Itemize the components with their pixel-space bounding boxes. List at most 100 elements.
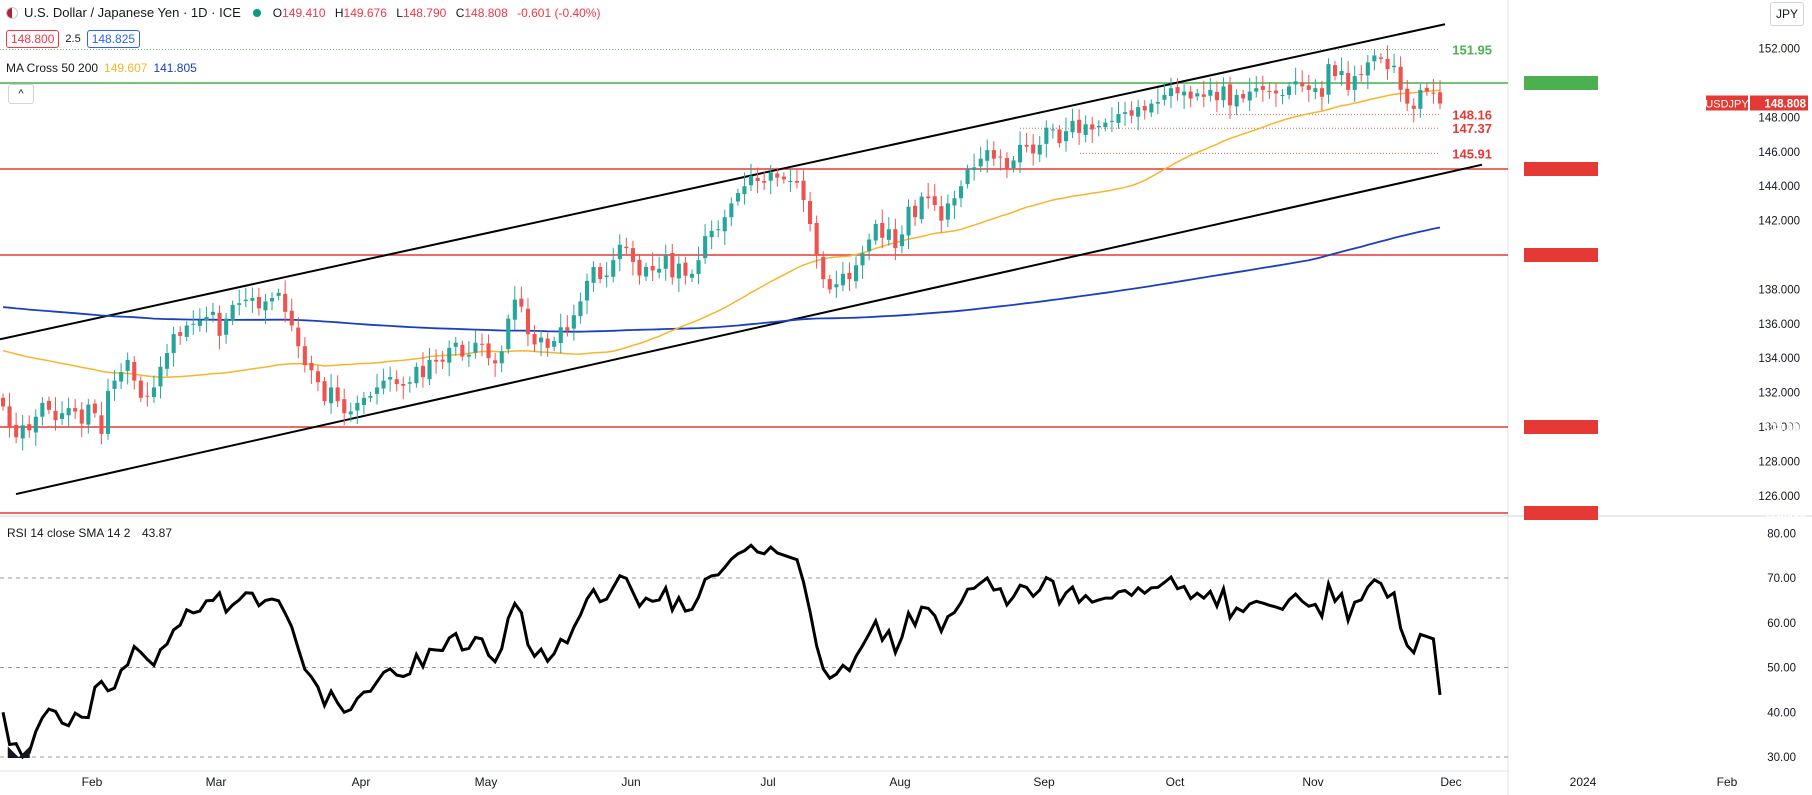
candle-body <box>880 223 885 238</box>
level-badge <box>1524 162 1598 176</box>
close-value: 148.808 <box>464 5 508 20</box>
ask-button[interactable]: 148.825 <box>86 30 141 48</box>
channel-upper-line <box>0 23 1446 341</box>
candle-body <box>637 259 642 276</box>
level-badge-label: 145.000 <box>1764 165 1806 177</box>
candle-body <box>7 406 12 427</box>
candle-body <box>1182 91 1187 96</box>
rsi-legend-value: 43.87 <box>142 526 172 540</box>
candle-body <box>1339 71 1344 76</box>
collapse-legend-button[interactable]: ^ <box>8 84 34 104</box>
symbol-badge-label: USDJPY <box>1705 99 1749 111</box>
candle-body <box>460 344 465 357</box>
candle-body <box>749 175 754 186</box>
candle-body <box>1313 88 1318 92</box>
price-tick: 130.000 <box>1758 422 1800 434</box>
annotation-label-145.91: 145.91 <box>1452 146 1492 161</box>
candle-body <box>506 318 511 350</box>
candle-body <box>1044 127 1049 144</box>
candle-body <box>453 342 458 347</box>
ma50-value: 149.607 <box>104 61 148 75</box>
rsi-line <box>1 543 1442 760</box>
candle-body <box>92 403 97 414</box>
candle-body <box>420 365 425 378</box>
date-tick: Dec <box>1440 775 1461 789</box>
candle-body <box>650 266 655 271</box>
date-tick: Jul <box>760 775 775 789</box>
candle-body <box>644 267 649 277</box>
candle-body <box>283 293 288 312</box>
candle-body <box>709 230 714 238</box>
candle-body <box>755 177 760 181</box>
candle-body <box>348 411 353 415</box>
candle-body <box>407 382 412 384</box>
candle-body <box>788 181 793 182</box>
price-tick: 138.000 <box>1758 284 1800 296</box>
candle-body <box>1096 126 1101 128</box>
candle-body <box>840 273 845 286</box>
ma-label: MA Cross 50 200 <box>6 61 99 75</box>
chevron-up-icon: ^ <box>18 88 24 100</box>
candle-body <box>40 402 45 417</box>
candle-body <box>480 343 485 345</box>
ma200-line <box>2 226 1441 333</box>
candle-body <box>230 304 235 321</box>
candle-body <box>1201 94 1206 97</box>
candle-body <box>1123 112 1128 114</box>
candle-body <box>224 318 229 335</box>
price-tick: 128.000 <box>1758 456 1800 468</box>
candle-body <box>952 198 957 206</box>
candle-body <box>112 380 117 389</box>
bid-button[interactable]: 148.800 <box>6 30 60 48</box>
candle-body <box>1260 86 1265 90</box>
candle-body <box>689 273 694 278</box>
candle-body <box>558 327 563 343</box>
candle-body <box>735 193 740 202</box>
candle-body <box>66 408 71 416</box>
candle-body <box>1168 88 1173 97</box>
candle-body <box>73 408 78 412</box>
candle-body <box>1024 144 1029 147</box>
ma-legend[interactable]: MA Cross 50 200 149.607 141.805 <box>6 61 197 75</box>
candle-body <box>945 203 950 220</box>
candle-body <box>1142 106 1147 111</box>
candle-body <box>932 196 937 206</box>
candle-body <box>33 416 38 433</box>
candle-body <box>1 397 6 407</box>
tradingview-logo-icon: ◣◢ <box>7 743 30 759</box>
candle-body <box>1326 64 1331 95</box>
candle-body <box>1103 122 1108 128</box>
candle-body <box>184 325 189 337</box>
candle-body <box>965 169 970 185</box>
candle-body <box>1228 84 1233 106</box>
candle-body <box>913 205 918 218</box>
candle-body <box>493 360 498 364</box>
candle-body <box>1247 91 1252 101</box>
candle-body <box>959 186 964 199</box>
change-value: -0.601 (-0.40%) <box>517 5 601 20</box>
candle-body <box>847 272 852 280</box>
candle-body <box>106 390 111 434</box>
candle-body <box>1129 110 1134 116</box>
candle-body <box>1057 129 1062 144</box>
candle-body <box>991 150 996 159</box>
currency-button[interactable]: JPY <box>1770 2 1804 26</box>
candle-body <box>138 380 143 398</box>
candle-body <box>237 303 242 305</box>
candle-body <box>1083 124 1088 135</box>
candle-body <box>427 359 432 380</box>
rsi-tick: 80.00 <box>1767 528 1796 540</box>
candle-body <box>499 351 504 364</box>
candle-body <box>598 267 603 279</box>
candle-body <box>1365 62 1370 76</box>
candle-body <box>79 409 84 424</box>
candle-body <box>1438 92 1443 104</box>
symbol-title[interactable]: U.S. Dollar / Japanese Yen · 1D · ICE <box>24 5 241 20</box>
price-tick: 144.000 <box>1758 181 1800 193</box>
candle-body <box>611 260 616 277</box>
candle-body <box>886 229 891 240</box>
candle-body <box>158 366 163 387</box>
candle-body <box>1424 87 1429 92</box>
candle-body <box>99 415 104 434</box>
